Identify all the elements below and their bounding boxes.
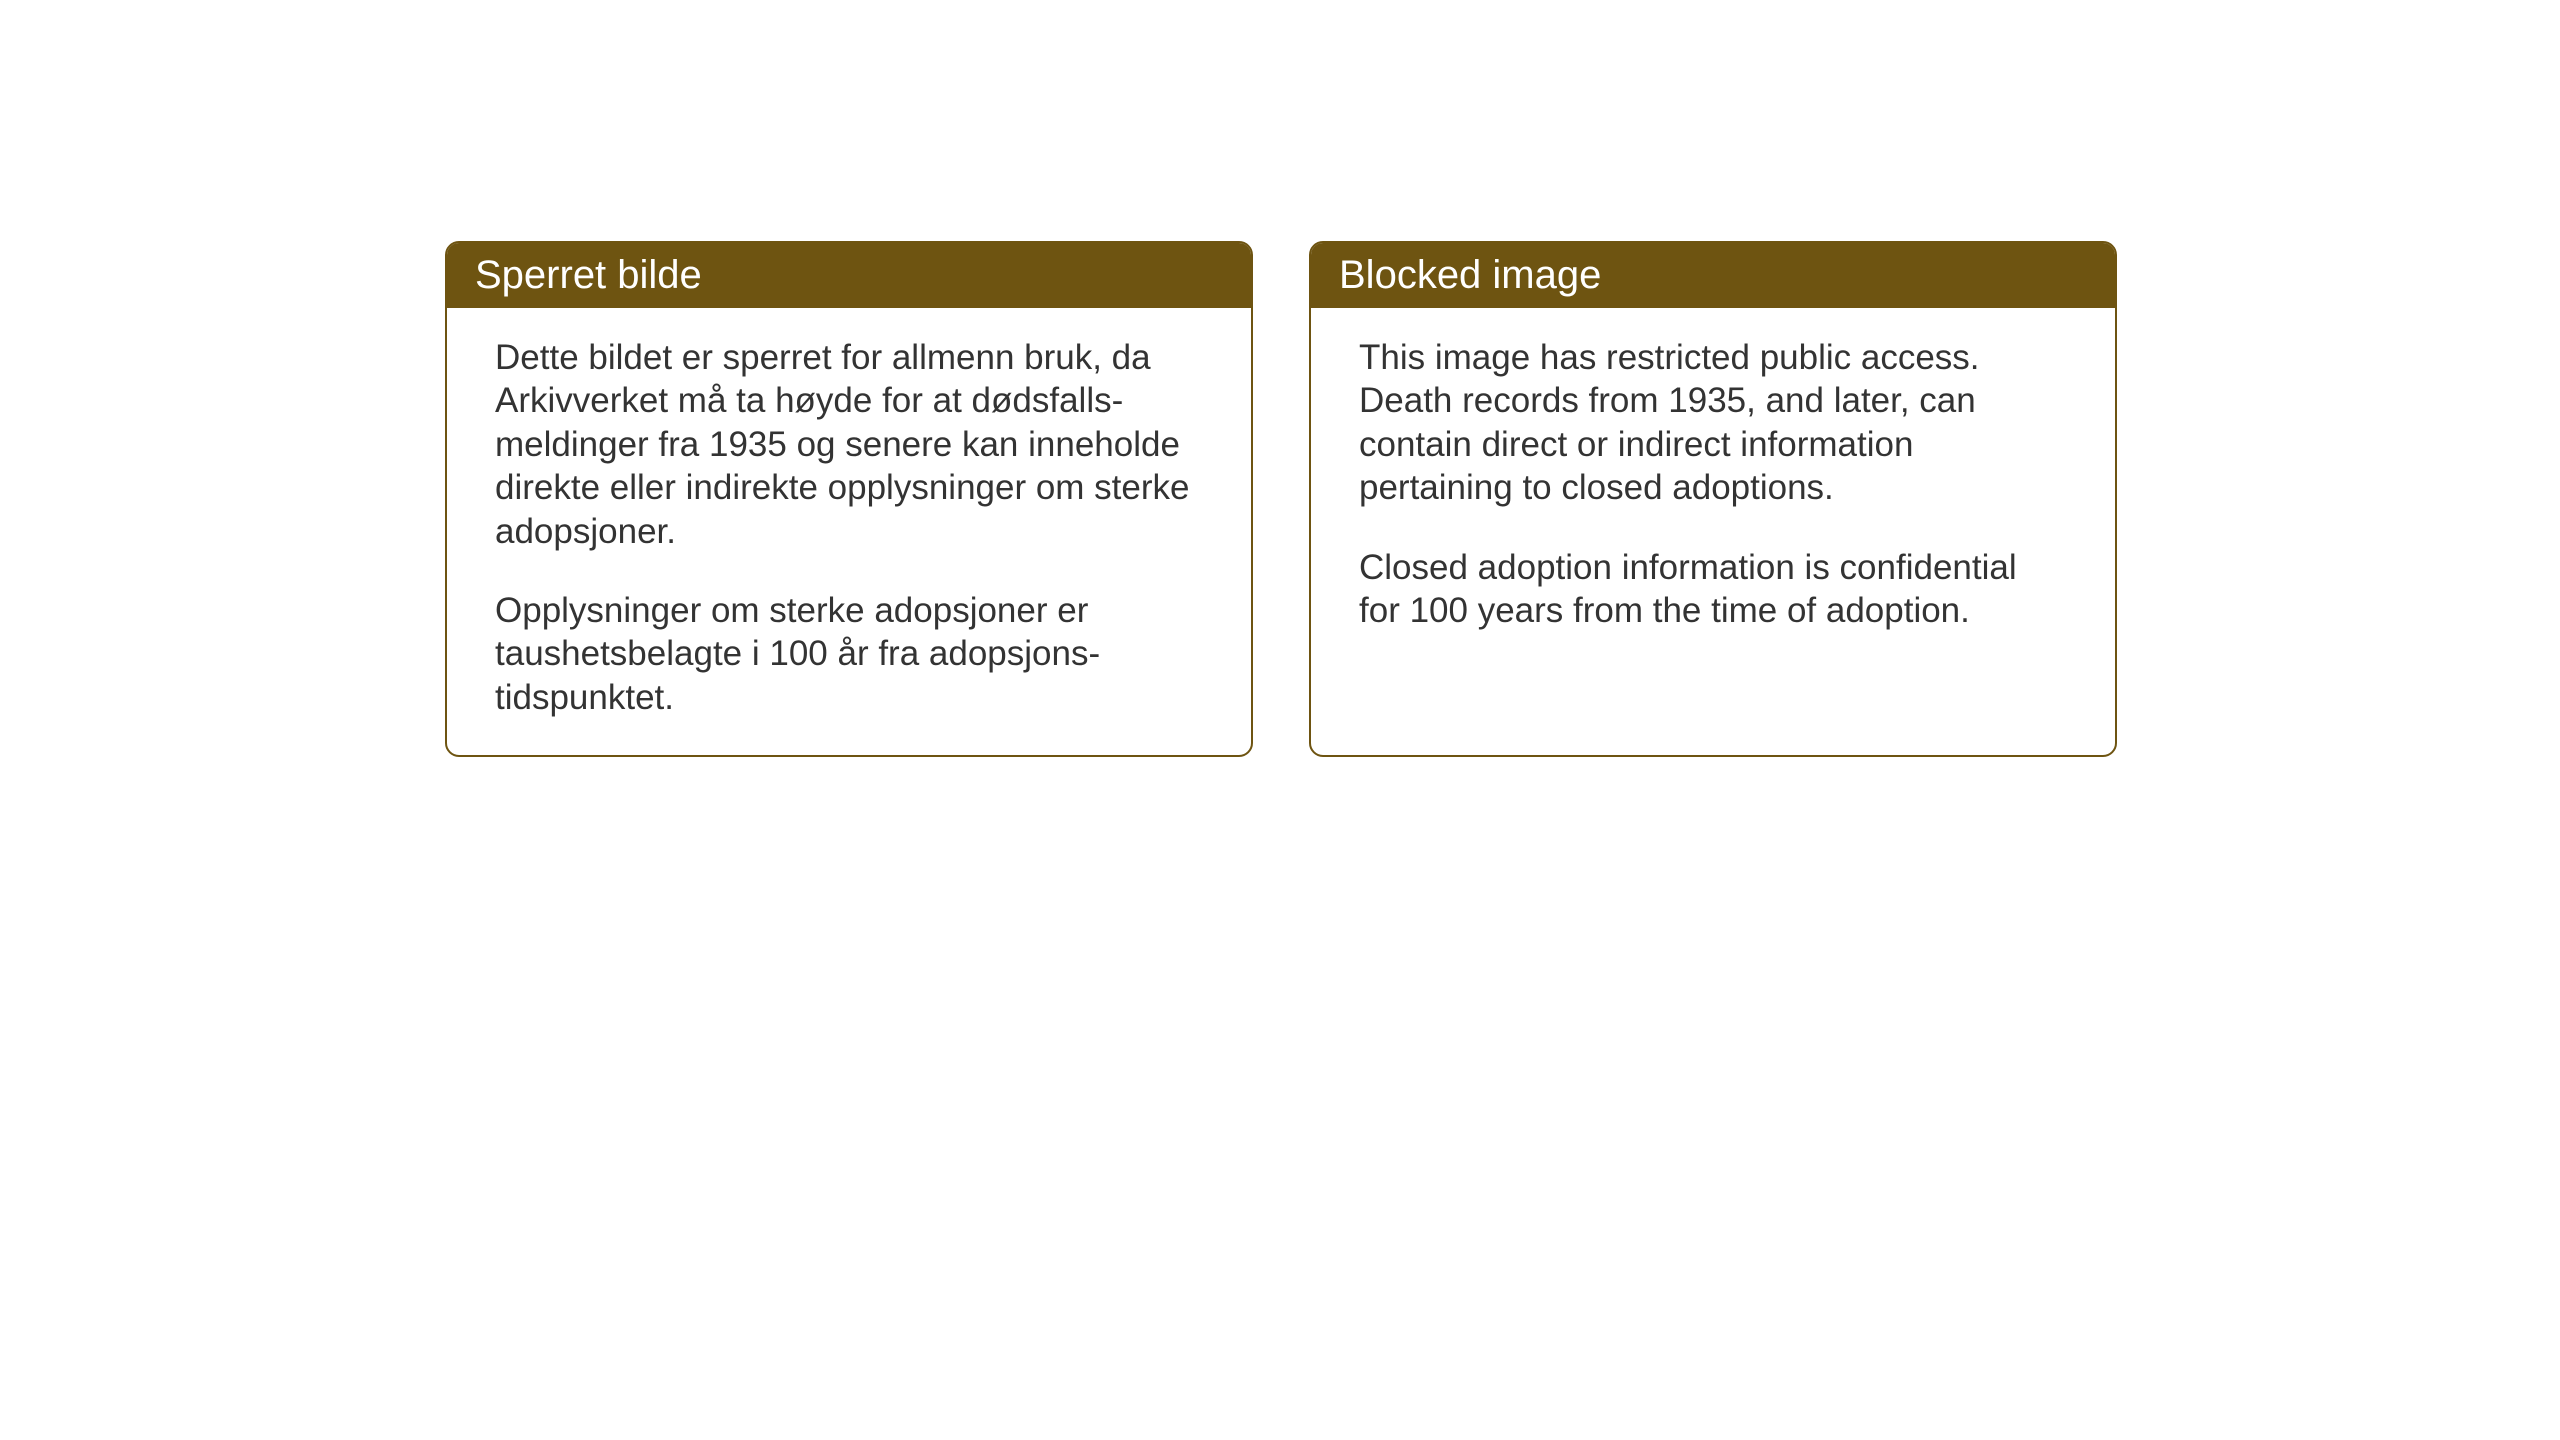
card-body-english: This image has restricted public access.… [1311, 308, 2115, 668]
card-norwegian: Sperret bilde Dette bildet er sperret fo… [445, 241, 1253, 757]
card-header-norwegian: Sperret bilde [447, 243, 1251, 308]
card-paragraph2-norwegian: Opplysninger om sterke adopsjoner er tau… [495, 589, 1203, 719]
card-body-norwegian: Dette bildet er sperret for allmenn bruk… [447, 308, 1251, 755]
cards-container: Sperret bilde Dette bildet er sperret fo… [445, 241, 2117, 757]
card-header-english: Blocked image [1311, 243, 2115, 308]
card-paragraph1-norwegian: Dette bildet er sperret for allmenn bruk… [495, 336, 1203, 553]
card-paragraph1-english: This image has restricted public access.… [1359, 336, 2067, 510]
card-title-english: Blocked image [1339, 253, 1601, 297]
card-english: Blocked image This image has restricted … [1309, 241, 2117, 757]
card-title-norwegian: Sperret bilde [475, 253, 702, 297]
card-paragraph2-english: Closed adoption information is confident… [1359, 546, 2067, 633]
